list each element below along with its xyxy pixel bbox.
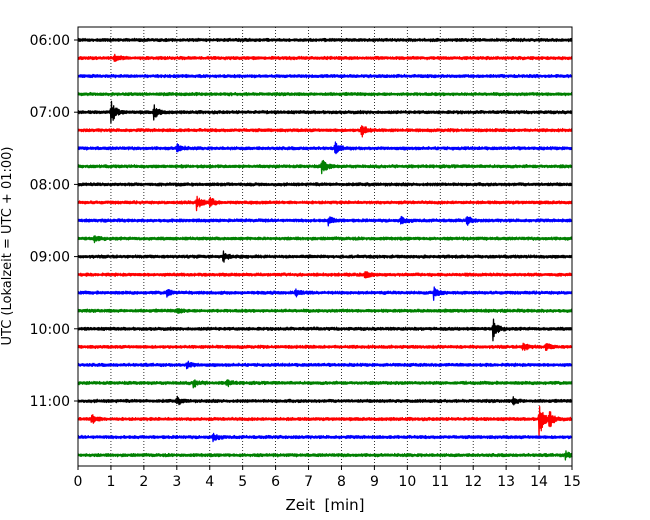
x-tick-label: 6: [271, 474, 280, 490]
x-tick-label: 9: [370, 474, 379, 490]
x-tick-label: 2: [139, 474, 148, 490]
trace-line: [77, 195, 573, 212]
trace-line: [77, 250, 573, 263]
trace-line: [77, 342, 573, 351]
x-tick-label: 5: [238, 474, 247, 490]
trace-line: [77, 125, 573, 138]
x-tick-label: 4: [205, 474, 214, 490]
x-tick-label: 10: [398, 474, 416, 490]
x-tick-label: 11: [431, 474, 449, 490]
y-tick-label: 06:00: [30, 33, 70, 49]
trace-line: [77, 73, 573, 79]
trace-line: [77, 215, 573, 227]
x-axis-ticks: 0 1 2 3 4 5 6 7 8 9 10 11 12 13 14 15: [74, 466, 581, 490]
y-axis-label: UTC (Lokalzeit = UTC + 01:00): [0, 147, 15, 346]
trace-line: [77, 182, 573, 187]
trace-line: [77, 450, 573, 461]
x-tick-label: 3: [172, 474, 181, 490]
y-tick-label: 11:00: [30, 394, 70, 410]
x-axis-label: Zeit [min]: [285, 496, 364, 514]
trace-line: [77, 360, 573, 370]
x-tick-label: 1: [106, 474, 115, 490]
y-tick-label: 07:00: [30, 105, 70, 121]
trace-line: [77, 308, 573, 314]
trace-line: [77, 100, 573, 124]
trace-line: [77, 91, 573, 97]
x-tick-label: 14: [530, 474, 548, 490]
trace-line: [77, 379, 573, 389]
x-tick-label: 12: [464, 474, 482, 490]
y-tick-label: 09:00: [30, 250, 70, 266]
x-tick-label: 15: [563, 474, 581, 490]
trace-line: [77, 141, 573, 155]
x-tick-label: 8: [337, 474, 346, 490]
grid-lines: [110, 27, 540, 466]
trace-line: [77, 405, 573, 439]
plot-frame: [77, 26, 573, 467]
x-tick-label: 0: [74, 474, 83, 490]
trace-line: [77, 159, 573, 175]
trace-line: [77, 271, 573, 279]
y-tick-label: 08:00: [30, 177, 70, 193]
x-tick-label: 7: [304, 474, 313, 490]
trace-line: [77, 318, 573, 342]
y-tick-label: 10:00: [30, 322, 70, 338]
seismic-traces: [77, 37, 573, 461]
trace-line: [77, 235, 573, 244]
trace-line: [77, 53, 573, 62]
y-axis-ticks: 06:00 07:00 08:00 09:00 10:00 11:00: [30, 33, 78, 410]
trace-line: [77, 286, 573, 301]
trace-line: [77, 37, 573, 43]
x-tick-label: 13: [497, 474, 515, 490]
trace-line: [77, 432, 573, 443]
trace-line: [77, 395, 573, 406]
